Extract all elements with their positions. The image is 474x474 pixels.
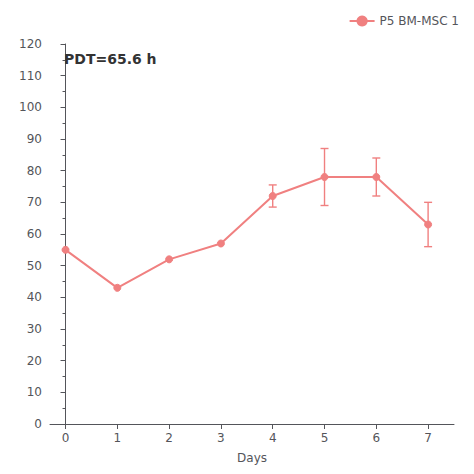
svg-text:110: 110 bbox=[19, 69, 42, 83]
svg-text:120: 120 bbox=[19, 37, 42, 51]
svg-text:50: 50 bbox=[27, 259, 42, 273]
svg-text:4: 4 bbox=[269, 431, 277, 445]
svg-text:7: 7 bbox=[424, 431, 432, 445]
svg-text:P5 BM-MSC 1: P5 BM-MSC 1 bbox=[380, 14, 459, 28]
svg-text:Days: Days bbox=[237, 451, 267, 465]
svg-text:60: 60 bbox=[27, 227, 42, 241]
svg-text:100: 100 bbox=[19, 100, 42, 114]
svg-text:5: 5 bbox=[321, 431, 329, 445]
svg-text:6: 6 bbox=[372, 431, 380, 445]
svg-text:1: 1 bbox=[114, 431, 122, 445]
svg-text:30: 30 bbox=[27, 322, 42, 336]
svg-text:40: 40 bbox=[27, 290, 42, 304]
svg-text:20: 20 bbox=[27, 354, 42, 368]
svg-text:2: 2 bbox=[165, 431, 173, 445]
svg-text:70: 70 bbox=[27, 195, 42, 209]
svg-text:0: 0 bbox=[62, 431, 70, 445]
svg-text:PDT=65.6 h: PDT=65.6 h bbox=[64, 51, 157, 67]
svg-text:3: 3 bbox=[217, 431, 225, 445]
svg-text:10: 10 bbox=[27, 385, 42, 399]
svg-text:0: 0 bbox=[34, 417, 42, 431]
svg-text:80: 80 bbox=[27, 164, 42, 178]
svg-text:90: 90 bbox=[27, 132, 42, 146]
